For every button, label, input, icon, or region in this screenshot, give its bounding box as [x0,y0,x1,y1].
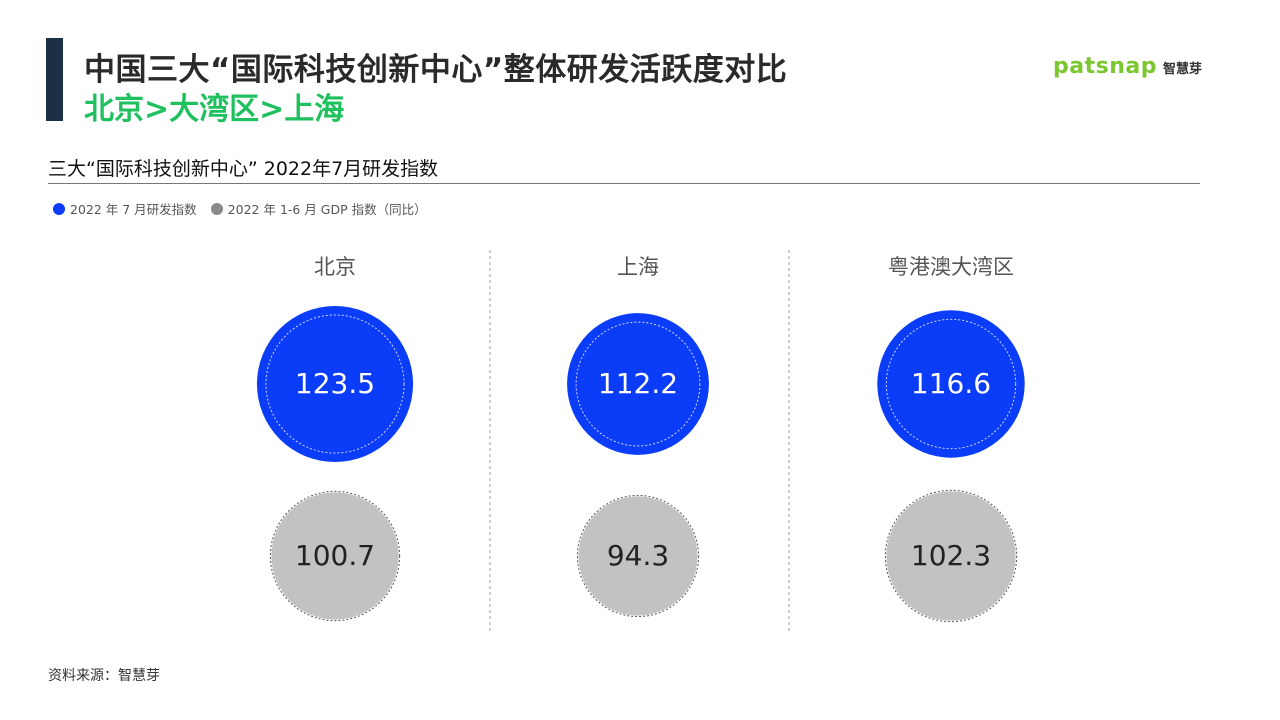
legend-dot-rd-icon [53,202,65,215]
source-note: 资料来源：智慧芽 [48,668,160,684]
rd-value-label-2: 112.2 [598,367,678,400]
page-title: 中国三大“国际科技创新中心”整体研发活跃度对比 [84,52,788,88]
category-label-1: 北京 [314,255,356,279]
section-divider [48,183,1200,184]
legend-dot-gdp-icon [210,202,223,215]
rd-bubble-2 [567,313,709,455]
category-label-2: 上海 [617,255,659,279]
logo-chinese-name: 智慧芽 [1162,62,1202,77]
rd-bubble-1 [256,305,414,463]
gdp-bubble-ring-1 [269,490,401,622]
legend-label-gdp: 2022 年 1-6 月 GDP 指数（同比） [227,202,427,217]
legend-label-rd: 2022 年 7 月研发指数 [70,202,197,217]
rd-bubble-3 [877,310,1025,458]
gdp-value-label-3: 102.3 [911,539,991,572]
gdp-value-label-1: 100.7 [295,539,375,572]
title-accent-bar [46,38,63,121]
gdp-bubble-2 [578,496,698,616]
legend-item-gdp: 2022 年 1-6 月 GDP 指数（同比） [210,199,427,218]
gdp-value-label-2: 94.3 [607,539,669,572]
gdp-bubble-1 [271,492,399,620]
rd-bubble-ring-3 [885,318,1017,450]
gdp-bubble-3 [886,491,1016,621]
logo-wordmark: patsnap [1053,54,1157,79]
category-label-3: 粤港澳大湾区 [888,255,1014,279]
chart-legend: 2022 年 7 月研发指数 2022 年 1-6 月 GDP 指数（同比） [53,199,427,218]
patsnap-logo: patsnap 智慧芽 [1053,54,1202,79]
legend-item-rd: 2022 年 7 月研发指数 [53,199,197,218]
gdp-bubble-ring-3 [884,489,1018,623]
rd-value-label-3: 116.6 [911,367,991,400]
rd-value-label-1: 123.5 [295,367,375,400]
rd-bubble-ring-2 [575,321,701,447]
rd-bubble-ring-1 [265,314,405,454]
page-subtitle: 北京>大湾区>上海 [84,92,345,127]
gdp-bubble-ring-2 [576,494,700,618]
chart-title: 三大“国际科技创新中心” 2022年7月研发指数 [48,158,439,180]
